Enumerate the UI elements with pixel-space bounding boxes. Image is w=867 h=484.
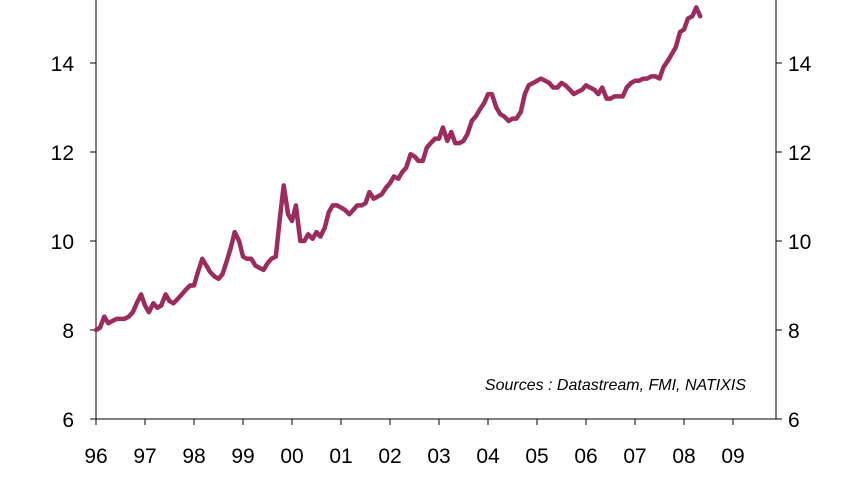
x-tick-label: 09 bbox=[721, 445, 744, 468]
x-tick-label: 04 bbox=[476, 445, 500, 468]
series-line bbox=[93, 5, 703, 333]
x-axis-ticks: 96 97 98 99 00 01 02 03 04 05 06 07 08 09 bbox=[84, 419, 745, 468]
x-tick-label: 97 bbox=[133, 445, 156, 468]
x-tick-label: 98 bbox=[182, 445, 205, 468]
x-tick-label: 99 bbox=[231, 445, 254, 468]
y-axis-left-ticks: 6 8 10 12 14 bbox=[51, 53, 96, 432]
x-tick-label: 06 bbox=[574, 445, 597, 468]
x-tick-label: 96 bbox=[84, 445, 107, 468]
chart-axes bbox=[95, 0, 777, 420]
x-tick-label: 05 bbox=[525, 445, 548, 468]
x-tick-label: 07 bbox=[623, 445, 646, 468]
y-tick-label-left: 12 bbox=[51, 142, 74, 165]
series-layer bbox=[93, 5, 703, 333]
y-tick-label-right: 6 bbox=[788, 409, 800, 432]
x-tick-label: 02 bbox=[378, 445, 401, 468]
y-axis-right-ticks: 6 8 10 12 14 bbox=[776, 53, 812, 432]
y-tick-label-left: 10 bbox=[51, 231, 74, 254]
x-tick-label: 01 bbox=[329, 445, 352, 468]
x-tick-label: 08 bbox=[672, 445, 695, 468]
x-tick-label: 03 bbox=[427, 445, 450, 468]
y-tick-label-left: 8 bbox=[62, 320, 74, 343]
y-tick-label-right: 8 bbox=[788, 320, 800, 343]
y-tick-label-right: 10 bbox=[788, 231, 811, 254]
source-annotation: Sources : Datastream, FMI, NATIXIS bbox=[485, 377, 746, 394]
y-tick-label-right: 14 bbox=[788, 53, 812, 76]
y-tick-label-left: 6 bbox=[62, 409, 74, 432]
y-tick-label-left: 14 bbox=[51, 53, 75, 76]
y-tick-label-right: 12 bbox=[788, 142, 811, 165]
x-tick-label: 00 bbox=[280, 445, 303, 468]
